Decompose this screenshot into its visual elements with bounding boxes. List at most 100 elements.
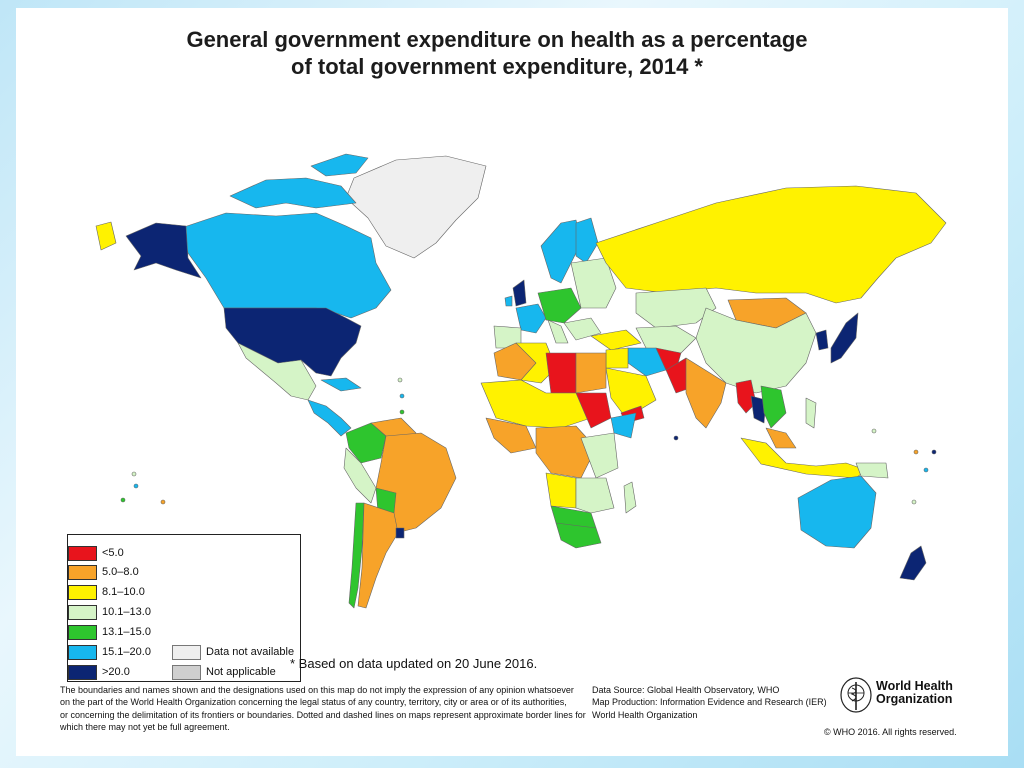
region-canada xyxy=(180,212,392,319)
region-philippines xyxy=(805,397,817,429)
legend-label: 5.0–8.0 xyxy=(102,566,139,578)
region-thailand xyxy=(750,395,767,424)
region-finland xyxy=(575,217,599,264)
island-pacific-2 xyxy=(133,483,139,489)
region-australia xyxy=(797,475,877,549)
region-alaska xyxy=(125,222,202,279)
legend-item-5-8: 5.0–8.0 xyxy=(68,565,300,580)
legend-item-lt5: <5.0 xyxy=(68,546,300,561)
legend-swatch xyxy=(172,645,201,660)
disclaimer-line: on the part of the World Health Organiza… xyxy=(60,697,567,708)
legend-swatch xyxy=(68,546,97,561)
region-japan xyxy=(830,312,859,364)
legend-swatch xyxy=(68,605,97,620)
legend-label: 15.1–20.0 xyxy=(102,646,151,658)
region-france xyxy=(515,303,547,334)
region-brazil xyxy=(375,432,457,534)
region-china xyxy=(695,307,817,394)
region-west-africa xyxy=(485,417,537,454)
who-emblem-icon xyxy=(840,677,872,713)
source-line: Map Production: Information Evidence and… xyxy=(592,697,827,708)
region-indochina xyxy=(760,385,787,429)
legend-label: 8.1–10.0 xyxy=(102,586,145,598)
legend-label: <5.0 xyxy=(102,547,124,559)
map-title: General government expenditure on health… xyxy=(16,26,1008,80)
legend-label: Not applicable xyxy=(206,666,276,678)
world-map xyxy=(95,153,947,609)
region-east-africa xyxy=(580,432,619,479)
region-italy xyxy=(547,319,569,344)
region-mexico xyxy=(237,342,317,401)
island-pacific-8 xyxy=(911,499,917,505)
island-pacific-7 xyxy=(931,449,937,455)
region-argentina xyxy=(357,502,399,609)
region-ireland xyxy=(504,295,513,307)
island-caribbean-2 xyxy=(399,393,405,399)
region-kazakhstan xyxy=(635,287,717,329)
source-line: World Health Organization xyxy=(592,709,698,720)
region-balkans xyxy=(563,317,602,341)
region-south-africa xyxy=(555,522,602,549)
island-indian-ocean xyxy=(673,435,679,441)
region-turkey xyxy=(590,329,642,351)
legend-label: 13.1–15.0 xyxy=(102,626,151,638)
map-legend: <5.0 5.0–8.0 8.1–10.0 10.1–13.0 13.1–15.… xyxy=(67,534,301,682)
region-central-asia xyxy=(635,325,697,354)
disclaimer-line: The boundaries and names shown and the d… xyxy=(60,685,574,695)
region-canada-islands xyxy=(229,177,357,209)
region-korea xyxy=(815,329,829,351)
map-title-line-1: General government expenditure on health… xyxy=(186,27,808,52)
map-slide: General government expenditure on health… xyxy=(16,8,1008,756)
copyright: © WHO 2016. All rights reserved. xyxy=(824,727,957,737)
legend-label: >20.0 xyxy=(102,666,130,678)
region-central-america xyxy=(307,399,352,437)
region-india xyxy=(685,357,727,429)
region-iraq-syria xyxy=(605,347,629,369)
region-malaysia xyxy=(765,427,797,449)
legend-item-8-10: 8.1–10.0 xyxy=(68,585,300,600)
region-myanmar xyxy=(735,379,757,414)
region-angola xyxy=(545,472,577,509)
region-central-europe xyxy=(537,287,582,324)
legend-swatch xyxy=(68,665,97,680)
region-southern-africa-east xyxy=(575,477,615,514)
region-png xyxy=(855,462,889,479)
who-line: World Health xyxy=(876,679,953,693)
island-caribbean-3 xyxy=(399,409,405,415)
legend-swatch xyxy=(68,625,97,640)
legend-label: 10.1–13.0 xyxy=(102,606,151,618)
island-pacific-5 xyxy=(913,449,919,455)
legend-swatch xyxy=(68,565,97,580)
region-indonesia xyxy=(740,437,867,479)
legend-item-15-20: 15.1–20.0 Data not available xyxy=(68,645,300,660)
region-new-zealand xyxy=(899,545,927,581)
legend-item-10-13: 10.1–13.0 xyxy=(68,605,300,620)
legend-item-13-15: 13.1–15.0 xyxy=(68,625,300,640)
region-russia xyxy=(595,185,947,304)
island-pacific-3 xyxy=(120,497,126,503)
legend-item-gt20: >20.0 Not applicable xyxy=(68,665,300,680)
disclaimer-line: or concerning the delimitation of its fr… xyxy=(60,709,586,720)
region-eastern-europe xyxy=(570,257,617,309)
who-line: Organization xyxy=(876,692,953,706)
region-canada-islands-2 xyxy=(310,153,369,177)
legend-label: Data not available xyxy=(206,646,295,658)
legend-swatch xyxy=(68,645,97,660)
source-text: Data Source: Global Health Observatory, … xyxy=(592,684,832,721)
region-uk xyxy=(512,279,527,307)
region-peru xyxy=(343,447,377,504)
region-libya xyxy=(545,352,577,394)
legend-swatch xyxy=(68,585,97,600)
disclaimer-line: which there may not yet be full agreemen… xyxy=(60,721,230,732)
disclaimer-text: The boundaries and names shown and the d… xyxy=(60,684,600,733)
legend-swatch xyxy=(172,665,201,680)
island-pacific-4 xyxy=(160,499,166,505)
region-greenland xyxy=(345,155,487,259)
data-update-note: * Based on data updated on 20 June 2016. xyxy=(290,656,538,671)
region-chukotka-west xyxy=(95,221,117,251)
island-pacific-1 xyxy=(131,471,137,477)
region-horn xyxy=(610,412,637,439)
region-uruguay xyxy=(395,527,405,539)
island-caribbean-1 xyxy=(397,377,403,383)
region-madagascar xyxy=(623,481,637,514)
